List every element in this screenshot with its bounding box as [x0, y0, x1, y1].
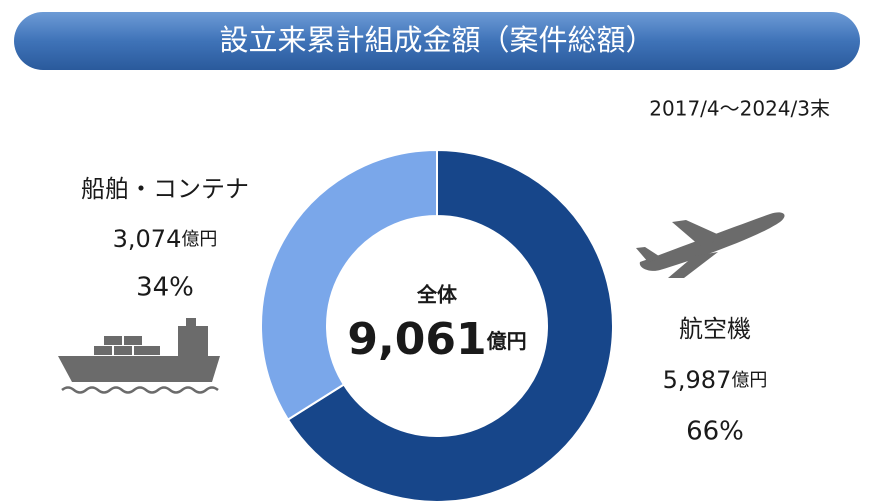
value-label: 3,074	[113, 225, 182, 253]
unit-label: 億円	[181, 229, 217, 250]
percent-label: 66%	[686, 417, 744, 447]
category-label: 航空機	[679, 315, 751, 343]
airplane-icon	[636, 212, 785, 278]
total-value: 9,061	[347, 314, 486, 365]
percent-label: 34%	[136, 273, 194, 303]
title-banner	[14, 12, 860, 70]
value-text: 3,074億円	[113, 225, 218, 253]
total-text: 9,061億円	[347, 314, 526, 365]
value-text: 5,987億円	[663, 366, 768, 394]
donut-segment	[260, 148, 438, 421]
subtitle: 2017/4～2024/3末	[649, 97, 830, 121]
donut	[260, 148, 614, 503]
category-label: 船舶・コンテナ	[81, 175, 249, 203]
total-unit: 億円	[487, 329, 527, 353]
chart-title: 設立来累計組成金額（案件総額）	[219, 23, 654, 57]
ship-icon	[58, 318, 220, 394]
center-label: 全体	[416, 283, 458, 307]
value-label: 5,987	[663, 366, 732, 394]
donut-segment	[286, 148, 614, 503]
unit-label: 億円	[731, 370, 767, 391]
